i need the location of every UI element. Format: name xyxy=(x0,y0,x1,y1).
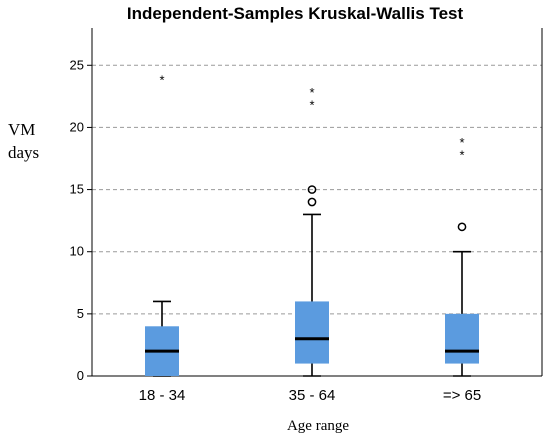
x-tick-label: 18 - 34 xyxy=(139,387,186,404)
x-axis-label: Age range xyxy=(287,418,349,434)
outlier-point xyxy=(307,185,317,194)
y-tick-label: 25 xyxy=(70,57,84,72)
extreme-point: * xyxy=(159,73,164,88)
y-tick-label: 5 xyxy=(77,306,84,321)
y-axis-label-line-1: VM xyxy=(8,120,35,139)
chart-title: Independent-Samples Kruskal-Wallis Test xyxy=(127,4,464,23)
y-tick-label: 10 xyxy=(70,244,84,259)
outlier-point xyxy=(457,222,467,232)
outlier-point xyxy=(307,197,317,207)
y-tick-label: 20 xyxy=(70,119,84,134)
extreme-point: * xyxy=(309,98,314,113)
x-tick-label: 35 - 64 xyxy=(289,387,336,404)
box xyxy=(295,301,329,364)
box xyxy=(445,313,479,364)
x-tick-label: => 65 xyxy=(443,387,481,404)
y-tick-label: 15 xyxy=(70,182,84,197)
extreme-point: * xyxy=(309,85,314,100)
y-tick-label: 0 xyxy=(77,368,84,383)
extreme-point: * xyxy=(459,135,464,150)
extreme-point: * xyxy=(459,147,464,162)
y-axis-label-line-2: days xyxy=(8,143,39,162)
